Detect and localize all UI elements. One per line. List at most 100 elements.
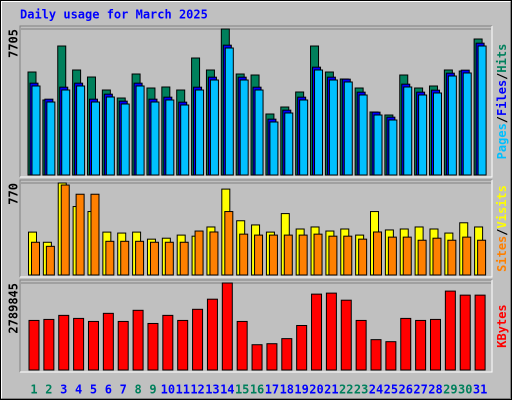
bar xyxy=(328,79,338,176)
bar xyxy=(102,312,114,371)
legend-separator: / xyxy=(495,116,509,123)
x-tick-label: 3 xyxy=(60,383,67,397)
bar xyxy=(281,338,293,371)
legend-entry: Pages xyxy=(495,123,509,159)
bar xyxy=(314,69,324,176)
bar xyxy=(299,99,309,176)
bar xyxy=(117,320,129,371)
bar xyxy=(75,193,85,276)
bar xyxy=(251,344,263,371)
bar xyxy=(328,235,338,276)
bar xyxy=(311,293,323,371)
bar xyxy=(239,233,249,276)
x-tick-label: 14 xyxy=(220,383,234,397)
bar xyxy=(209,231,219,276)
bar xyxy=(284,112,294,176)
bar xyxy=(403,86,413,176)
bar xyxy=(147,322,159,371)
bevel xyxy=(19,25,492,177)
bar xyxy=(58,314,70,371)
bar xyxy=(325,292,337,371)
bar xyxy=(283,234,293,276)
bar xyxy=(254,89,264,176)
bar xyxy=(340,299,352,371)
bar xyxy=(162,314,174,371)
bar xyxy=(135,240,145,276)
x-tick-label: 2 xyxy=(45,383,52,397)
bar xyxy=(313,233,323,276)
bar xyxy=(343,235,353,276)
legend-entry: Hits xyxy=(495,44,509,73)
bevel xyxy=(20,26,493,178)
x-tick-label: 8 xyxy=(134,383,141,397)
y-tick-label: 2789845 xyxy=(7,283,21,334)
bar xyxy=(61,89,71,176)
bar xyxy=(165,99,175,176)
x-tick-label: 22 xyxy=(339,383,353,397)
bar xyxy=(358,238,368,276)
bar xyxy=(385,341,397,371)
bar xyxy=(254,234,264,276)
bar xyxy=(192,308,204,371)
bar xyxy=(387,236,397,276)
x-tick-label: 5 xyxy=(90,383,97,397)
bar xyxy=(135,85,145,176)
bar xyxy=(120,103,130,176)
bar xyxy=(447,239,457,276)
bar xyxy=(239,79,249,176)
bar xyxy=(45,245,55,276)
bar xyxy=(120,240,130,276)
bar xyxy=(432,92,442,176)
bar xyxy=(224,47,234,176)
x-tick-label: 6 xyxy=(105,383,112,397)
bar xyxy=(447,75,457,176)
bar xyxy=(477,45,487,176)
bar xyxy=(298,234,308,276)
bar xyxy=(224,211,234,276)
bar xyxy=(195,89,205,176)
chart-title: Daily usage for March 2025 xyxy=(20,8,208,22)
bar xyxy=(370,339,382,371)
bar xyxy=(266,343,278,371)
x-tick-label: 27 xyxy=(413,383,427,397)
bar xyxy=(87,320,99,371)
x-tick-label: 9 xyxy=(149,383,156,397)
x-tick-label: 7 xyxy=(120,383,127,397)
x-tick-label: 31 xyxy=(473,383,487,397)
bar xyxy=(90,193,100,276)
bar xyxy=(28,319,40,371)
legend-entry: Visits xyxy=(495,185,509,228)
bar xyxy=(180,104,190,176)
bar xyxy=(269,121,279,176)
x-tick-label: 17 xyxy=(265,383,279,397)
legend-entry: Sites xyxy=(495,236,509,272)
bar xyxy=(444,290,456,371)
bar xyxy=(417,239,427,276)
bar xyxy=(31,241,40,276)
bar xyxy=(105,240,115,276)
bar xyxy=(132,309,144,371)
bar xyxy=(268,234,278,276)
x-tick-label: 1 xyxy=(30,383,37,397)
bar xyxy=(358,94,368,176)
bar xyxy=(462,236,472,276)
bar xyxy=(73,317,85,371)
legend-entry: Files xyxy=(495,80,509,116)
x-tick-label: 24 xyxy=(369,383,383,397)
x-tick-label: 15 xyxy=(235,383,249,397)
x-tick-label: 18 xyxy=(280,383,294,397)
x-tick-label: 26 xyxy=(399,383,413,397)
x-tick-label: 10 xyxy=(161,383,175,397)
legend-separator: / xyxy=(495,73,509,80)
bar xyxy=(373,114,383,176)
bar xyxy=(402,236,412,276)
bar xyxy=(477,239,487,276)
x-tick-label: 12 xyxy=(190,383,204,397)
bevel xyxy=(20,180,493,278)
x-tick-label: 28 xyxy=(428,383,442,397)
bar xyxy=(236,320,248,371)
bar xyxy=(90,101,100,176)
bar xyxy=(31,85,41,176)
